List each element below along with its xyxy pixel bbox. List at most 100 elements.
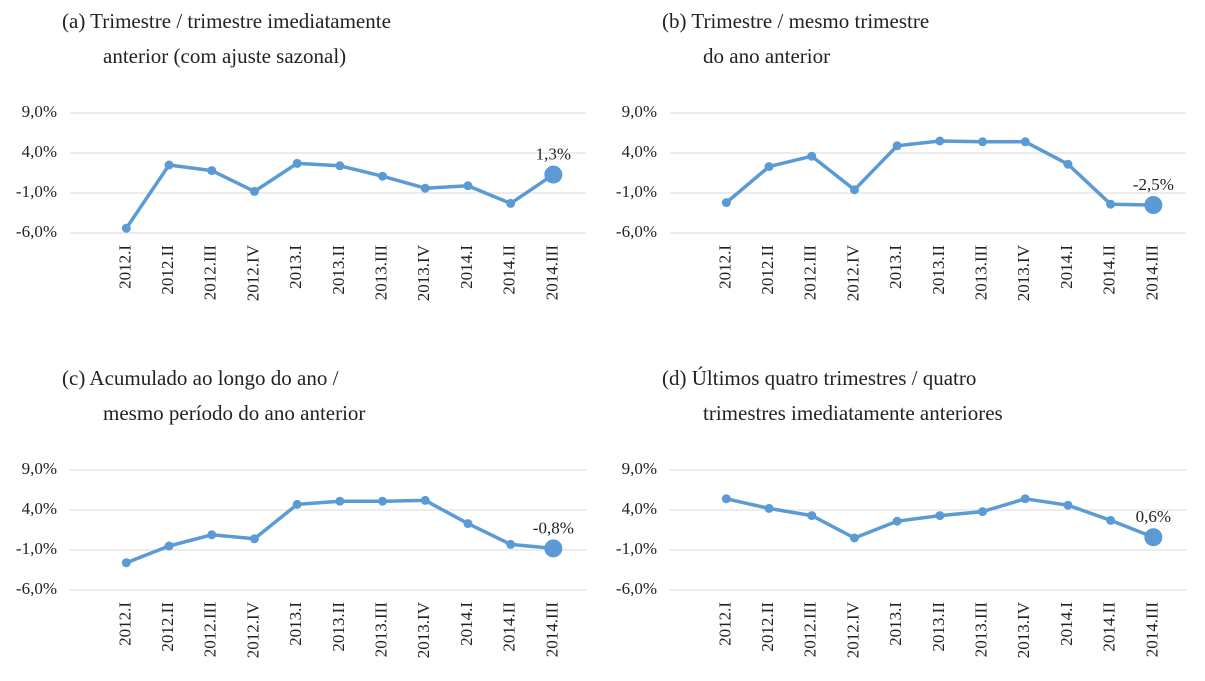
- data-point: [1063, 500, 1073, 510]
- data-point: [378, 171, 388, 181]
- data-point: [506, 539, 516, 549]
- x-tick-label: 2013.I: [886, 245, 905, 289]
- x-tick-label: 2013.IV: [414, 244, 433, 301]
- chart-panel: (c) Acumulado ao longo do ano / mesmo per…: [16, 366, 586, 658]
- y-tick-label: -1,0%: [616, 539, 657, 558]
- chart-panel: (a) Trimestre / trimestre imediatamente a…: [16, 9, 586, 301]
- data-point: [335, 496, 345, 506]
- data-point: [164, 160, 174, 170]
- data-point: [807, 151, 817, 161]
- data-point: [292, 499, 302, 509]
- data-point: [721, 494, 731, 504]
- y-tick-label: 4,0%: [622, 142, 657, 161]
- x-tick-label: 2013.IV: [414, 601, 433, 658]
- chart-title: (c) Acumulado ao longo do ano /: [62, 366, 339, 390]
- y-tick-label: -6,0%: [16, 222, 57, 241]
- data-point: [544, 539, 563, 558]
- data-point: [506, 198, 516, 208]
- data-point: [764, 503, 774, 513]
- chart-title: (a) Trimestre / trimestre imediatamente: [62, 9, 391, 33]
- chart-title: mesmo período do ano anterior: [103, 401, 365, 425]
- data-point: [1020, 137, 1030, 147]
- y-tick-label: -6,0%: [616, 579, 657, 598]
- x-tick-label: 2013.I: [286, 602, 305, 646]
- x-tick-label: 2014.II: [1100, 602, 1119, 652]
- x-tick-label: 2012.I: [115, 602, 134, 646]
- data-point: [849, 185, 859, 195]
- x-tick-label: 2013.II: [929, 602, 948, 652]
- data-point: [207, 530, 217, 540]
- data-point: [463, 181, 473, 191]
- data-point: [335, 161, 345, 171]
- data-point: [1144, 528, 1163, 547]
- data-point: [764, 162, 774, 172]
- data-point: [892, 516, 902, 526]
- x-tick-label: 2012.IV: [243, 244, 262, 301]
- data-point: [292, 158, 302, 168]
- data-point: [1106, 515, 1116, 525]
- y-tick-label: 9,0%: [22, 459, 57, 478]
- data-point: [164, 541, 174, 551]
- x-tick-label: 2012.II: [758, 602, 777, 652]
- x-tick-label: 2013.III: [971, 245, 990, 301]
- data-point: [978, 507, 988, 517]
- data-label: -2,5%: [1133, 175, 1174, 194]
- x-tick-label: 2013.II: [329, 245, 348, 295]
- x-tick-label: 2012.I: [115, 245, 134, 289]
- data-point: [978, 137, 988, 147]
- data-point: [721, 198, 731, 208]
- data-label: 1,3%: [536, 145, 571, 164]
- y-tick-label: -6,0%: [616, 222, 657, 241]
- data-point: [378, 496, 388, 506]
- chart-title: anterior (com ajuste sazonal): [103, 44, 346, 68]
- y-tick-label: 9,0%: [622, 102, 657, 121]
- x-tick-label: 2013.I: [286, 245, 305, 289]
- y-tick-label: -1,0%: [16, 182, 57, 201]
- x-tick-label: 2012.III: [801, 245, 820, 301]
- y-tick-label: 9,0%: [622, 459, 657, 478]
- y-tick-label: -1,0%: [616, 182, 657, 201]
- x-tick-label: 2013.III: [371, 602, 390, 658]
- x-tick-label: 2014.II: [500, 602, 519, 652]
- x-tick-label: 2014.I: [1057, 602, 1076, 646]
- series-line: [725, 139, 1154, 207]
- data-point: [249, 186, 259, 196]
- data-point: [544, 165, 563, 184]
- x-tick-label: 2014.III: [1142, 245, 1161, 301]
- x-tick-label: 2013.III: [971, 602, 990, 658]
- x-tick-label: 2013.IV: [1014, 244, 1033, 301]
- data-point: [935, 136, 945, 146]
- x-tick-label: 2012.III: [201, 602, 220, 658]
- x-tick-label: 2012.II: [158, 602, 177, 652]
- x-tick-label: 2014.I: [457, 245, 476, 289]
- data-point: [1106, 199, 1116, 209]
- data-point: [463, 519, 473, 529]
- y-tick-label: 4,0%: [22, 142, 57, 161]
- chart-title: do ano anterior: [703, 44, 830, 68]
- x-tick-label: 2012.II: [158, 245, 177, 295]
- data-point: [420, 495, 430, 505]
- data-point: [1063, 159, 1073, 169]
- x-tick-label: 2014.I: [457, 602, 476, 646]
- x-tick-label: 2014.III: [542, 245, 561, 301]
- data-point: [849, 533, 859, 543]
- x-tick-label: 2013.IV: [1014, 601, 1033, 658]
- chart-panel: (d) Últimos quatro trimestres / quatro tr…: [616, 366, 1186, 658]
- data-point: [249, 534, 259, 544]
- data-point: [1020, 494, 1030, 504]
- data-point: [420, 183, 430, 193]
- y-tick-label: -1,0%: [16, 539, 57, 558]
- x-tick-label: 2013.I: [886, 602, 905, 646]
- y-tick-label: -6,0%: [16, 579, 57, 598]
- y-tick-label: 4,0%: [622, 499, 657, 518]
- chart-title: trimestres imediatamente anteriores: [703, 401, 1003, 425]
- y-tick-label: 9,0%: [22, 102, 57, 121]
- x-tick-label: 2012.I: [715, 602, 734, 646]
- x-tick-label: 2012.III: [801, 602, 820, 658]
- x-tick-label: 2012.IV: [243, 601, 262, 658]
- data-point: [207, 166, 217, 176]
- x-tick-label: 2013.II: [329, 602, 348, 652]
- data-point: [121, 223, 131, 233]
